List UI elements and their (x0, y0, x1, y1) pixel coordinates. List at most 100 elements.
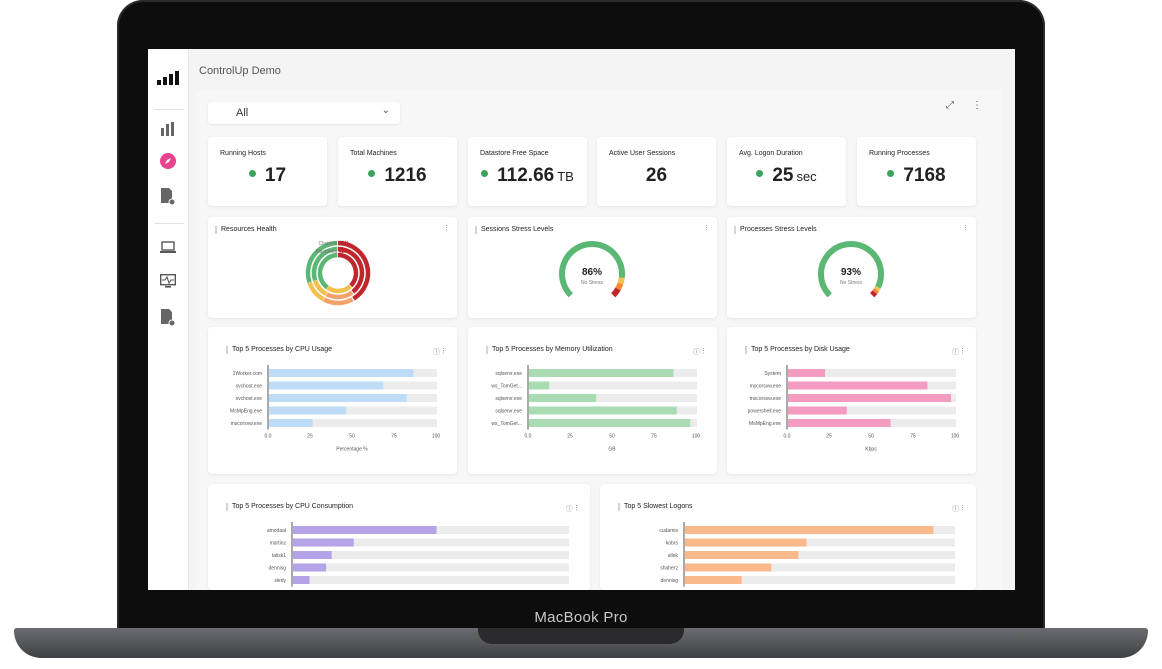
more-options-icon[interactable]: ⋮ (972, 100, 982, 111)
bar-track (685, 551, 955, 559)
card-title: Sessions Stress Levels (474, 226, 554, 234)
more-options-icon[interactable]: ⋮ (703, 225, 710, 232)
donut-segment (307, 281, 325, 302)
more-options-icon[interactable]: ⋮ (959, 505, 966, 512)
kpi-label: Active User Sessions (609, 150, 676, 157)
more-options-icon[interactable]: ⋮ (700, 348, 707, 355)
bar-track (269, 406, 437, 415)
kpi-unit: sec (796, 169, 817, 184)
kpi-value-row: 1216 (338, 165, 457, 187)
tick-label: 25 (567, 434, 573, 440)
kpi-card[interactable]: Running Hosts 17 (208, 137, 327, 206)
tick-label: 0.0 (525, 434, 532, 440)
bar[interactable] (788, 406, 847, 415)
gauge-value: 86% (582, 267, 602, 278)
more-options-icon[interactable]: ⋮ (443, 225, 450, 232)
category-label: System (764, 371, 781, 377)
bar[interactable] (269, 381, 384, 390)
kpi-card[interactable]: Avg. Logon Duration 25 sec (727, 137, 846, 206)
card-title: Resources Health (215, 226, 277, 234)
bar[interactable] (269, 369, 414, 377)
bar[interactable] (529, 419, 691, 427)
kpi-value: 1216 (384, 165, 427, 186)
kpi-card[interactable]: Datastore Free Space 112.66 TB (468, 137, 587, 206)
compass-icon[interactable] (158, 151, 178, 171)
bar[interactable] (293, 576, 310, 584)
scope-filter-dropdown[interactable]: All ⌄ (208, 102, 400, 124)
bar-chart-icon[interactable] (158, 119, 178, 139)
info-icon[interactable]: ⓘ (433, 349, 440, 356)
signal-bars-icon[interactable] (157, 68, 179, 88)
bar[interactable] (269, 419, 313, 427)
bar[interactable] (293, 551, 332, 559)
x-axis-label: GB (608, 447, 616, 453)
info-icon[interactable]: ⓘ (693, 349, 700, 356)
bar[interactable] (788, 394, 951, 402)
gauge-stress-arc (872, 288, 880, 295)
bar[interactable] (293, 538, 354, 547)
clusters-legend-value: 76% (339, 241, 350, 247)
bar[interactable] (293, 563, 327, 572)
category-label: mscorsvw.exe (750, 384, 782, 390)
bar[interactable] (685, 526, 934, 534)
donut-segment (326, 284, 352, 294)
sessions-stress-gauge: 86% No Stress (559, 241, 625, 298)
card-title: Top 5 Slowest Logons (618, 503, 693, 511)
bar[interactable] (529, 369, 674, 377)
bar[interactable] (269, 406, 347, 415)
bar[interactable] (685, 551, 799, 559)
info-icon[interactable]: ⓘ (566, 506, 573, 513)
category-label: mscorsvw.exe (750, 396, 782, 402)
donut-segment (337, 246, 365, 294)
bar-track (293, 563, 569, 572)
bar[interactable] (685, 576, 742, 584)
donut-segment (311, 246, 338, 282)
more-options-icon[interactable]: ⋮ (962, 225, 969, 232)
bar-track (529, 381, 697, 390)
sidebar (148, 49, 189, 590)
tick-label: 75 (651, 434, 657, 440)
kpi-value: 26 (645, 165, 668, 186)
bar[interactable] (788, 381, 928, 390)
more-options-icon[interactable]: ⋮ (573, 505, 580, 512)
document-icon[interactable] (158, 307, 178, 327)
kpi-card[interactable]: Active User Sessions 26 (597, 137, 716, 206)
bar[interactable] (788, 419, 891, 427)
category-label: svchost.exe (236, 384, 263, 390)
bar[interactable] (685, 563, 772, 572)
more-options-icon[interactable]: ⋮ (440, 348, 447, 355)
info-icon[interactable]: ⓘ (952, 349, 959, 356)
expand-icon[interactable]: ⤢ (946, 100, 954, 111)
bar[interactable] (293, 526, 437, 534)
kpi-value-row: 25 sec (727, 165, 846, 187)
bar-track (685, 576, 955, 584)
category-label: ws_TomGet... (491, 421, 522, 427)
gauge-stress-arc (617, 277, 625, 285)
kpi-card[interactable]: Total Machines 1216 (338, 137, 457, 206)
status-dot-icon (887, 170, 895, 178)
bar[interactable] (788, 369, 825, 377)
status-dot-icon (368, 170, 376, 178)
donut-segment (313, 279, 328, 297)
report-icon[interactable] (158, 186, 178, 206)
bar[interactable] (529, 406, 677, 415)
laptop-notch (478, 628, 684, 644)
laptop-icon[interactable] (158, 238, 178, 258)
kpi-value-row: 7168 (857, 165, 976, 187)
monitor-pulse-icon[interactable] (158, 271, 178, 291)
card-title: Processes Stress Levels (734, 226, 817, 234)
donut-segment (322, 297, 354, 306)
category-label: martinz (270, 541, 287, 547)
kpi-card[interactable]: Running Processes 7168 (857, 137, 976, 206)
bar-track (269, 419, 437, 427)
donut-segment (317, 252, 338, 290)
more-options-icon[interactable]: ⋮ (959, 348, 966, 355)
bar[interactable] (685, 538, 807, 547)
bar[interactable] (269, 394, 407, 402)
bar-chart: cudamis kobrs allek shaherz dennisg (659, 522, 955, 587)
bar[interactable] (529, 381, 550, 390)
bar-track (788, 406, 956, 415)
info-icon[interactable]: ⓘ (952, 506, 959, 513)
tick-label: 50 (349, 434, 355, 440)
bar[interactable] (529, 394, 597, 402)
